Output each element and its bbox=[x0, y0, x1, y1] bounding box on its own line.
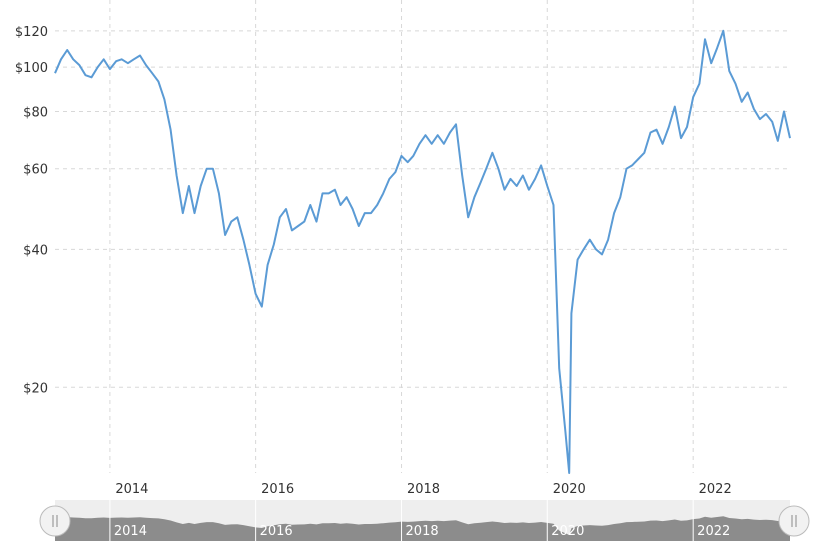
navigator-tick-label: 2018 bbox=[406, 524, 439, 539]
range-navigator[interactable]: 2014 2016 2018 2020 2022 bbox=[39, 500, 810, 541]
navigator-right-handle[interactable] bbox=[778, 505, 810, 537]
series bbox=[54, 29, 791, 474]
x-tick-label: 2020 bbox=[553, 482, 586, 497]
price-line bbox=[54, 29, 791, 474]
navigator-left-handle[interactable] bbox=[39, 505, 71, 537]
x-tick-label: 2018 bbox=[407, 482, 440, 497]
x-tick-label: 2014 bbox=[115, 482, 148, 497]
navigator-area bbox=[55, 516, 790, 541]
y-axis: $20 $40 $60 $80 $100 $120 bbox=[15, 25, 48, 396]
navigator-tick-label: 2016 bbox=[260, 524, 293, 539]
x-tick-label: 2016 bbox=[261, 482, 294, 497]
y-tick-label: $120 bbox=[15, 25, 48, 40]
y-tick-label: $80 bbox=[23, 106, 48, 121]
x-axis: 2014 2016 2018 2020 2022 bbox=[115, 482, 731, 497]
y-tick-label: $100 bbox=[15, 61, 48, 76]
navigator-tick-label: 2020 bbox=[551, 524, 584, 539]
handle-knob bbox=[778, 505, 810, 537]
x-tick-label: 2022 bbox=[699, 482, 732, 497]
grid bbox=[55, 0, 790, 473]
navigator-tick-label: 2014 bbox=[114, 524, 147, 539]
y-tick-label: $40 bbox=[23, 243, 48, 258]
y-tick-label: $20 bbox=[23, 381, 48, 396]
navigator-tick-label: 2022 bbox=[697, 524, 730, 539]
handle-knob bbox=[39, 505, 71, 537]
y-tick-label: $60 bbox=[23, 163, 48, 178]
